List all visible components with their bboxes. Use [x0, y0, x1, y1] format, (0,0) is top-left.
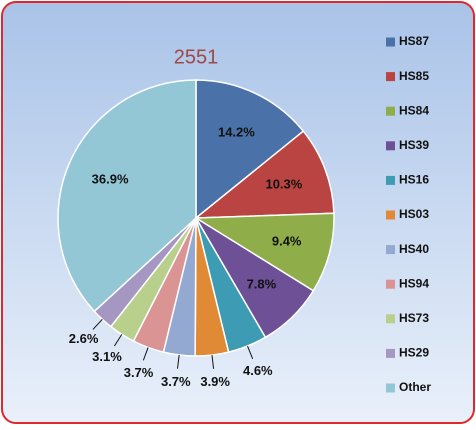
legend-label: HS29 [399, 346, 429, 360]
legend-swatch [386, 106, 395, 116]
legend-swatch [386, 245, 395, 255]
legend-swatch [386, 279, 395, 289]
legend-swatch [386, 141, 395, 151]
leader-line [247, 345, 254, 360]
data-label: 3.7% [161, 374, 191, 389]
data-label: 4.6% [243, 363, 273, 378]
leader-line [142, 347, 149, 361]
leader-line [211, 355, 215, 369]
legend-swatch [386, 348, 395, 358]
pie-slice [193, 130, 335, 219]
pie-slice [195, 79, 305, 220]
legend-label: HS85 [399, 69, 429, 83]
legend-label: HS87 [399, 34, 429, 48]
legend-swatch [386, 383, 395, 393]
legend-label: HS84 [399, 103, 429, 117]
data-label: 9.4% [272, 234, 302, 249]
leader-line [92, 318, 103, 330]
data-label: 7.8% [247, 277, 277, 292]
data-label: 3.7% [124, 365, 154, 380]
data-label: 10.3% [265, 177, 302, 192]
legend-label: HS40 [399, 242, 429, 256]
legend-label: HS39 [399, 138, 429, 152]
legend-swatch [386, 37, 395, 47]
legend-label: HS03 [399, 207, 429, 221]
legend-swatch [386, 210, 395, 220]
leader-line [113, 334, 123, 347]
legend-label: Other [399, 380, 431, 394]
pie-slice [57, 79, 197, 313]
data-label: 3.9% [200, 374, 230, 389]
pie-slice [193, 212, 335, 292]
legend-swatch [386, 72, 395, 82]
chart-title: 2551 [174, 46, 219, 68]
leader-line [176, 354, 180, 369]
data-label: 36.9% [92, 172, 129, 187]
legend-label: HS73 [399, 311, 429, 325]
data-label: 3.1% [92, 349, 122, 364]
legend-label: HS94 [399, 276, 429, 290]
legend-swatch [386, 175, 395, 185]
data-label: 14.2% [218, 125, 255, 140]
legend-swatch [386, 314, 395, 324]
data-label: 2.6% [69, 331, 99, 346]
legend-label: HS16 [399, 173, 429, 187]
